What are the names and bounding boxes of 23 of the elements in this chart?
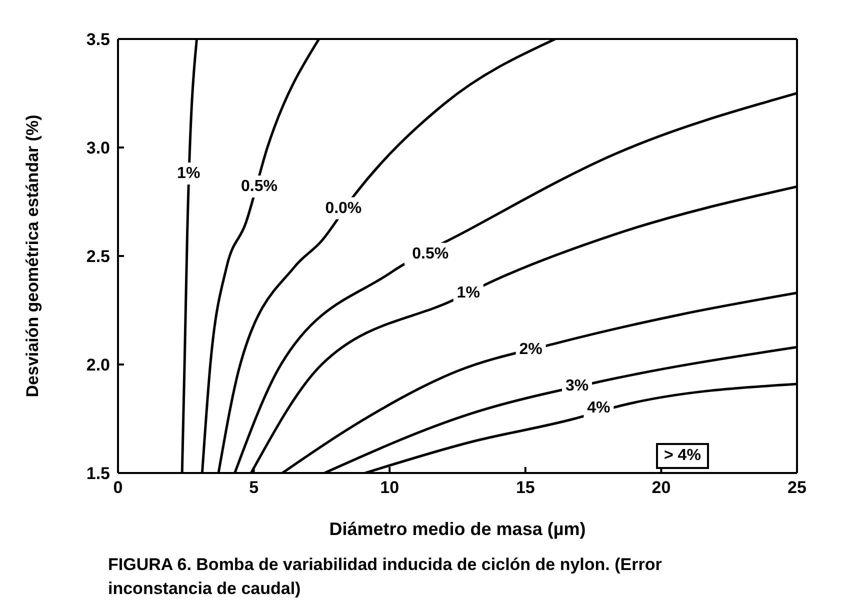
x-tick-label: 25	[788, 478, 806, 498]
x-tick-label: 15	[516, 478, 535, 498]
x-axis-title: Diámetro medio de masa (µm)	[329, 519, 586, 539]
annotation: 4%	[587, 399, 610, 416]
y-axis-title: Desviaión geométrica estándar (%)	[23, 114, 42, 398]
y-tick-label: 2.5	[86, 247, 110, 266]
y-tick-label: 3.0	[86, 138, 110, 158]
x-tick-label: 10	[380, 478, 400, 498]
annotation: 0.0%	[325, 200, 362, 217]
annotation: 1%	[456, 284, 480, 302]
x-tick-label: 0	[113, 478, 123, 498]
y-tick-label: 2.0	[86, 356, 110, 375]
annotation: 1%	[177, 165, 200, 182]
annotation: 2%	[519, 340, 542, 358]
annotation: > 4%	[656, 443, 709, 469]
x-tick-label: 20	[652, 478, 671, 498]
text: FIGURA 6. Bomba de variabilidad inducida de ciclón de nylon. (Error inconstancia de caudal)	[108, 554, 663, 600]
y-tick-label: 1.5	[86, 464, 110, 484]
annotation: 0.5%	[412, 245, 449, 262]
annotation: 0.5%	[241, 178, 278, 196]
annotation: 3%	[565, 378, 589, 395]
y-tick-label: 3.5	[86, 30, 110, 50]
x-tick-label: 5	[249, 478, 259, 498]
